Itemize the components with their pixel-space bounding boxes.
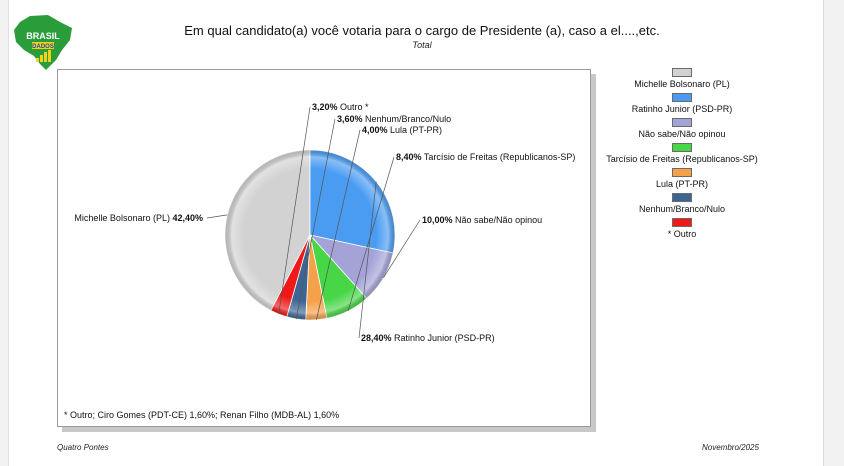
slice-label: 8,40% Tarcísio de Freitas (Republicanos-… [396,152,575,162]
legend: Michelle Bolsonaro (PL) Ratinho Junior (P… [598,68,766,243]
chart-area: Michelle Bolsonaro (PL) 42,40% 28,40% Rat… [57,69,591,427]
legend-label: Tarcísio de Freitas (Republicanos-SP) [606,154,758,164]
logo-bar-2 [40,55,43,62]
window-frame-left [0,0,9,466]
slice-label: 3,60% Nenhum/Branco/Nulo [337,114,451,124]
slice-label-name: Não sabe/Não opinou [453,215,543,225]
legend-swatch [672,118,692,127]
legend-label: Lula (PT-PR) [655,179,708,189]
chart-subtitle: Total [412,40,432,50]
pie-leader-lines [206,106,421,339]
legend-label: Michelle Bolsonaro (PL) [634,79,730,89]
slice-label: 3,20% Outro * [312,102,369,112]
slice-label-name: Tarcísio de Freitas (Republicanos-SP) [422,152,576,162]
leader-line [206,214,228,219]
slice-label-name: Outro * [338,102,370,112]
legend-label: Ratinho Junior (PSD-PR) [631,104,733,114]
brasil-dados-logo: BRASIL DADOS [14,15,72,70]
slice-label-value: 4,00% [362,125,388,135]
leader-line [383,219,421,278]
legend-item: Nenhum/Branco/Nulo [598,193,766,218]
slice-label: 4,00% Lula (PT-PR) [362,125,442,135]
logo-bar-4 [48,50,51,62]
footnote: * Outro; Ciro Gomes (PDT-CE) 1,60%; Rena… [64,410,340,420]
legend-swatch [672,93,692,102]
slice-label-value: 8,40% [396,152,422,162]
logo-line2: DADOS [32,44,54,50]
slice-label-value: 42,40% [172,213,203,223]
slice-label-name: Michelle Bolsonaro (PL) [74,213,172,223]
footer-source: Quatro Pontes [57,443,109,452]
slice-label-value: 3,20% [312,102,338,112]
legend-swatch [672,193,692,202]
window-frame-right [823,0,844,466]
logo-bar-1 [36,58,39,62]
slice-label: 28,40% Ratinho Junior (PSD-PR) [361,333,495,343]
pie-chart: Michelle Bolsonaro (PL) 42,40% 28,40% Rat… [74,102,575,343]
pie-labels: Michelle Bolsonaro (PL) 42,40% 28,40% Rat… [74,102,575,343]
slice-label-name: Ratinho Junior (PSD-PR) [392,333,495,343]
legend-swatch [672,218,692,227]
logo-text-band [22,31,64,41]
logo-bar-3 [44,52,47,62]
leader-line [295,118,336,319]
slice-label-name: Lula (PT-PR) [388,125,443,135]
legend-swatch [672,168,692,177]
slice-label-value: 3,60% [337,114,363,124]
legend-item: Não sabe/Não opinou [598,118,766,143]
slice-label-value: 10,00% [422,215,453,225]
leader-line [347,156,395,312]
legend-swatch [672,143,692,152]
legend-item: * Outro [598,218,766,243]
legend-item: Michelle Bolsonaro (PL) [598,68,766,93]
legend-item: Tarcísio de Freitas (Republicanos-SP) [598,143,766,168]
legend-label: Nenhum/Branco/Nulo [638,204,726,214]
leader-line [278,106,311,315]
legend-item: Ratinho Junior (PSD-PR) [598,93,766,118]
logo-dados-band [32,42,54,49]
footer-date: Novembro/2025 [702,443,759,452]
slice-label-name: Nenhum/Branco/Nulo [363,114,452,124]
pie-slices [224,149,396,321]
slice-label: Michelle Bolsonaro (PL) 42,40% [74,213,203,223]
legend-label: Não sabe/Não opinou [638,129,726,139]
leader-line [358,181,377,339]
legend-swatch [672,68,692,77]
slice-label-value: 28,40% [361,333,392,343]
leader-line [316,129,361,320]
slice-label: 10,00% Não sabe/Não opinou [422,215,542,225]
logo-line1: BRASIL [26,31,60,41]
chart-title: Em qual candidato(a) você votaria para o… [184,23,660,38]
legend-label: * Outro [667,229,697,239]
legend-item: Lula (PT-PR) [598,168,766,193]
